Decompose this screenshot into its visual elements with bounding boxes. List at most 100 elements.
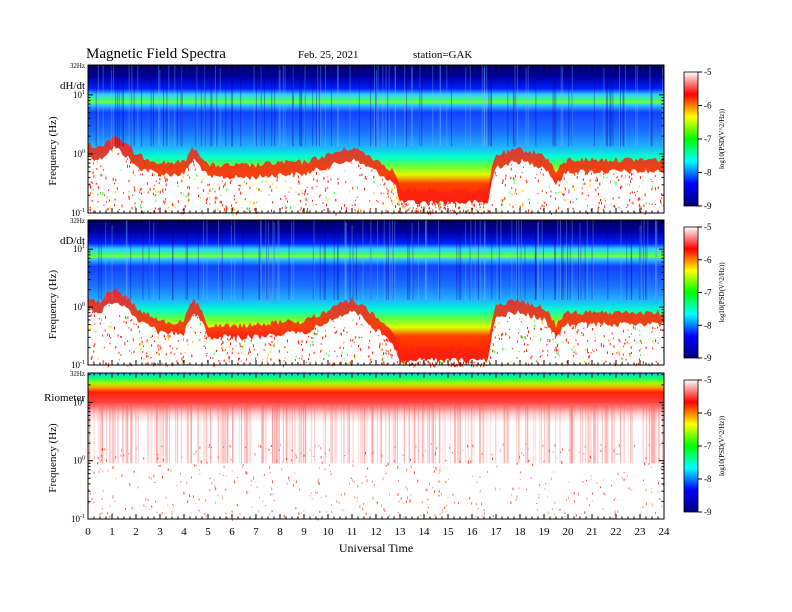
spectral-speckle	[594, 333, 596, 335]
spectral-speckle	[439, 362, 441, 366]
spectral-speckle	[269, 466, 271, 469]
spectral-speckle	[306, 210, 308, 214]
spectral-speckle	[596, 482, 598, 484]
spectral-speckle	[313, 334, 315, 336]
spectral-speckle	[283, 514, 285, 517]
spectral-speckle	[345, 207, 347, 210]
spectral-speckle	[391, 199, 393, 203]
spectral-speckle	[469, 457, 470, 459]
spectral-speckle	[92, 162, 94, 165]
spectral-speckle	[194, 168, 196, 171]
spectral-speckle	[235, 201, 237, 204]
spectral-speckle	[398, 500, 400, 503]
x-tick-label: 1	[109, 526, 115, 538]
spectral-speckle	[492, 457, 493, 460]
spectral-speckle	[139, 343, 141, 346]
time-streak	[344, 220, 346, 300]
time-streak	[605, 405, 607, 464]
time-streak	[570, 405, 572, 464]
spectral-speckle	[195, 515, 197, 518]
y-tick-label: 100	[73, 456, 85, 466]
spectral-speckle	[491, 204, 493, 207]
spectral-speckle	[143, 211, 145, 214]
time-streak	[438, 405, 440, 464]
spectral-speckle	[182, 360, 184, 363]
time-streak	[331, 405, 333, 464]
spectral-speckle	[541, 355, 543, 357]
spectral-speckle	[623, 478, 625, 481]
spectral-speckle	[345, 212, 347, 215]
spectral-speckle	[248, 208, 250, 211]
time-streak	[619, 405, 621, 464]
spectral-speckle	[392, 364, 393, 367]
spectral-speckle	[645, 488, 647, 492]
spectral-speckle	[317, 329, 319, 332]
time-streak	[546, 405, 548, 464]
spectral-speckle	[442, 509, 443, 511]
spectral-speckle	[507, 321, 509, 323]
spectral-speckle	[640, 340, 642, 343]
spectral-speckle	[483, 509, 485, 511]
spectral-speckle	[639, 205, 641, 208]
spectral-speckle	[553, 513, 555, 515]
spectral-speckle	[404, 361, 406, 364]
time-streak	[407, 220, 409, 300]
time-streak	[408, 405, 410, 464]
spectral-speckle	[284, 361, 286, 364]
time-streak	[273, 220, 275, 300]
spectral-speckle	[227, 338, 229, 340]
spectral-speckle	[121, 474, 123, 478]
spectral-speckle	[88, 451, 90, 454]
spectral-speckle	[205, 515, 207, 517]
spectral-speckle	[155, 330, 157, 333]
time-streak	[593, 65, 595, 147]
spectral-speckle	[182, 209, 184, 211]
time-streak	[631, 405, 633, 464]
spectral-speckle	[199, 446, 201, 450]
spectral-speckle	[160, 347, 162, 350]
spectral-speckle	[405, 486, 407, 489]
spectral-speckle	[532, 463, 533, 466]
time-streak	[215, 65, 216, 147]
time-streak	[298, 405, 300, 464]
spectral-speckle	[310, 492, 312, 494]
spectral-speckle	[206, 360, 208, 363]
time-streak	[190, 405, 192, 464]
spectral-speckle	[640, 210, 642, 213]
spectral-speckle	[406, 209, 408, 212]
spectral-speckle	[221, 343, 223, 346]
spectral-speckle	[394, 186, 395, 189]
time-streak	[459, 405, 461, 464]
spectral-speckle	[564, 187, 566, 191]
time-streak	[253, 65, 255, 147]
spectral-speckle	[99, 514, 101, 516]
spectral-speckle	[325, 187, 327, 190]
spectral-speckle	[139, 173, 141, 176]
spectral-speckle	[323, 176, 325, 180]
spectral-speckle	[284, 180, 286, 182]
spectral-speckle	[473, 364, 474, 368]
spectral-speckle	[265, 180, 267, 184]
time-streak	[404, 65, 406, 147]
spectral-speckle	[575, 349, 577, 352]
spectral-speckle	[472, 204, 474, 207]
spectral-speckle	[286, 458, 288, 460]
spectral-speckle	[322, 336, 324, 340]
spectral-speckle	[223, 465, 225, 469]
time-streak	[442, 405, 444, 464]
time-streak	[245, 405, 247, 464]
spectral-speckle	[249, 347, 250, 349]
time-streak	[289, 405, 291, 464]
spectral-speckle	[343, 341, 345, 344]
time-streak	[360, 405, 362, 464]
time-streak	[357, 405, 359, 464]
spectral-speckle	[388, 352, 390, 355]
time-streak	[643, 220, 645, 300]
time-streak	[655, 405, 657, 464]
time-streak	[371, 405, 373, 464]
spectral-speckle	[278, 449, 280, 451]
spectral-speckle	[562, 193, 563, 195]
spectral-speckle	[388, 515, 390, 517]
spectral-speckle	[384, 182, 386, 185]
